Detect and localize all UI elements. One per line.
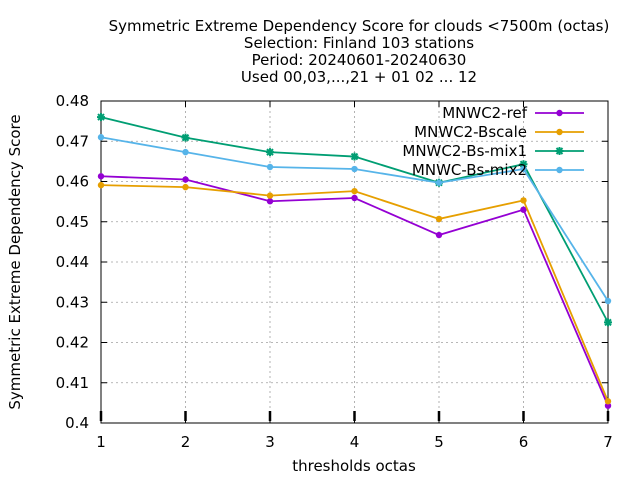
data-point <box>182 148 189 156</box>
data-point <box>351 194 358 202</box>
series <box>97 113 612 409</box>
series-3 <box>97 134 612 305</box>
y-tick-label: 0.44 <box>56 253 89 271</box>
data-point <box>520 197 527 204</box>
data-point <box>266 192 274 199</box>
x-tick-label: 7 <box>603 433 613 451</box>
data-point <box>97 113 105 122</box>
x-tick-label: 1 <box>96 433 106 451</box>
x-tick-label: 4 <box>350 433 360 451</box>
data-point <box>97 173 105 180</box>
legend-label: MNWC2-Bs-mix1 <box>402 142 527 160</box>
axis-ticks: 0.4 0.41 0.42 0.43 0.44 0.45 0.46 0.47 0.48 1 2 3 4 5… <box>56 92 613 451</box>
title-line-2: Selection: Finland 103 stations <box>244 34 474 52</box>
series-0 <box>97 173 612 409</box>
data-point <box>604 402 612 409</box>
title-line-4: Used 00,03,...,21 + 01 02 ... 12 <box>241 68 477 86</box>
data-point <box>181 133 190 142</box>
legend-marker <box>556 128 563 136</box>
data-point <box>435 231 443 239</box>
y-axis-label: Symmetric Extreme Dependency Score <box>6 114 24 409</box>
y-tick-label: 0.41 <box>56 374 89 392</box>
data-point <box>266 163 274 171</box>
x-tick-label: 3 <box>265 433 275 451</box>
grid <box>101 101 608 423</box>
y-tick-label: 0.46 <box>56 173 89 191</box>
data-point <box>604 318 612 327</box>
legend-label: MNWC-Bs-mix2 <box>412 161 527 179</box>
series-2 <box>97 113 612 327</box>
title-line-1: Symmetric Extreme Dependency Score for c… <box>109 17 610 35</box>
y-tick-label: 0.42 <box>56 334 89 352</box>
legend-entry: MNWC2-Bs-mix1 <box>402 142 584 160</box>
data-point <box>351 187 358 195</box>
legend-label: MNWC2-ref <box>442 104 527 122</box>
data-point <box>97 134 105 141</box>
x-tick-label: 5 <box>434 433 444 451</box>
data-point <box>435 179 443 186</box>
legend-entry: MNWC-Bs-mix2 <box>412 161 584 179</box>
data-point <box>604 398 612 405</box>
data-point <box>520 165 527 173</box>
y-tick-label: 0.45 <box>56 213 89 231</box>
y-tick-label: 0.4 <box>65 414 89 432</box>
data-point <box>351 165 358 173</box>
data-point <box>520 206 527 213</box>
y-tick-label: 0.48 <box>56 92 89 110</box>
data-point <box>604 297 612 305</box>
data-point <box>266 148 274 157</box>
series-1 <box>97 181 612 405</box>
legend-marker <box>556 109 563 117</box>
data-point <box>435 215 443 223</box>
data-point <box>350 152 359 161</box>
legend-marker <box>555 147 564 155</box>
legend-label: MNWC2-Bscale <box>414 123 527 141</box>
x-axis-label: thresholds octas <box>292 457 416 475</box>
data-point <box>266 198 274 205</box>
x-tick-label: 2 <box>181 433 191 451</box>
y-tick-label: 0.43 <box>56 293 89 311</box>
legend: MNWC2-refMNWC2-BscaleMNWC2-Bs-mix1MNWC-B… <box>402 104 584 179</box>
x-tick-label: 6 <box>519 433 529 451</box>
data-point <box>182 176 189 183</box>
y-tick-label: 0.47 <box>56 132 89 150</box>
legend-marker <box>556 166 563 174</box>
plot-frame <box>100 100 609 424</box>
data-point <box>182 183 189 191</box>
title-line-3: Period: 20240601-20240630 <box>252 51 467 69</box>
legend-entry: MNWC2-ref <box>442 104 584 122</box>
legend-entry: MNWC2-Bscale <box>414 123 584 141</box>
chart-title: Symmetric Extreme Dependency Score for c… <box>109 17 610 86</box>
data-point <box>97 181 105 189</box>
